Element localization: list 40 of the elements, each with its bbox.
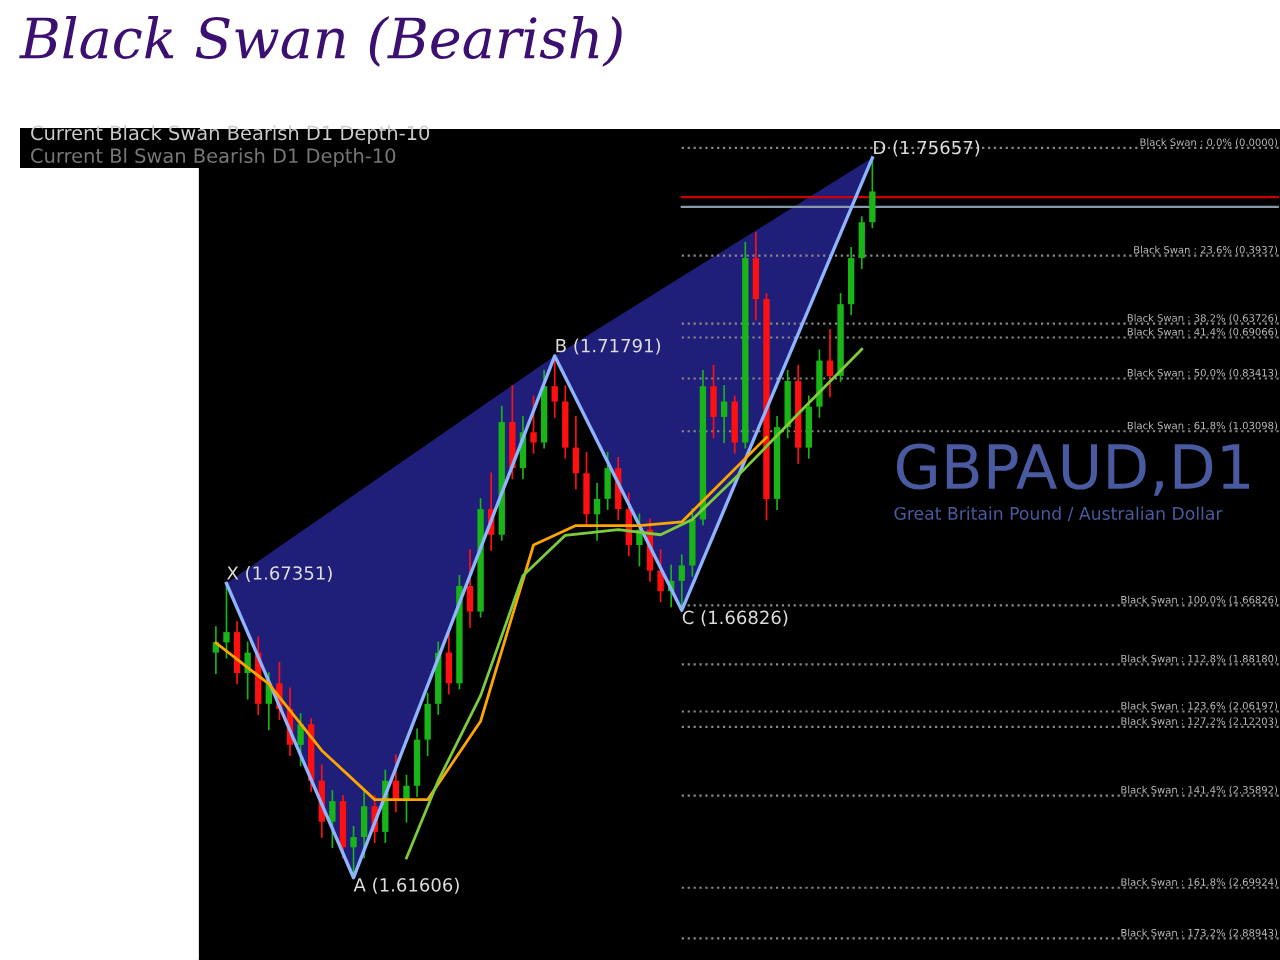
candlestick (551, 355, 558, 418)
candlestick (678, 554, 685, 611)
candlestick (848, 247, 855, 316)
candlestick (752, 231, 760, 321)
annotation: C (1.66826) (682, 610, 788, 627)
candlestick (562, 385, 569, 459)
annotation: Current Bl Swan Bearish D1 Depth-10 (31, 148, 396, 167)
candlestick (604, 451, 611, 510)
text: GBPAUD,D1 (896, 443, 1250, 496)
candlestick (593, 482, 601, 541)
candlestick (339, 795, 347, 859)
candlestick (869, 156, 876, 229)
annotation: A (1.61606) (353, 877, 459, 894)
annotation: D (1.75657) (874, 140, 980, 157)
annotation: B (1.71791) (556, 338, 661, 355)
candlestick (805, 395, 812, 459)
candlestick (731, 395, 738, 454)
candlestick (466, 549, 474, 628)
candlestick (424, 692, 431, 756)
candlestick (530, 395, 537, 454)
candlestick (710, 364, 717, 439)
candlestick (350, 825, 357, 879)
candlestick (689, 508, 696, 577)
annotation: X (1.67351) (227, 565, 332, 582)
candlestick (572, 416, 580, 490)
candlestick (583, 451, 590, 526)
candlestick (720, 385, 728, 444)
candlestick (445, 631, 452, 695)
candlestick (360, 790, 368, 859)
candlestick (784, 369, 791, 439)
candlestick (816, 349, 823, 418)
candlestick (413, 728, 421, 797)
candlestick (329, 790, 336, 849)
chart-subtitle: Current Black Swan Bearish D1 Depth-10 (31, 125, 430, 144)
candlestick (826, 328, 834, 398)
candlestick (223, 582, 230, 659)
chart-title: Black Swan (Bearish) (19, 16, 622, 67)
candlestick (858, 216, 865, 270)
candlestick (509, 385, 516, 480)
text: Great Britain Pound / Australian Dollar (894, 506, 1223, 522)
